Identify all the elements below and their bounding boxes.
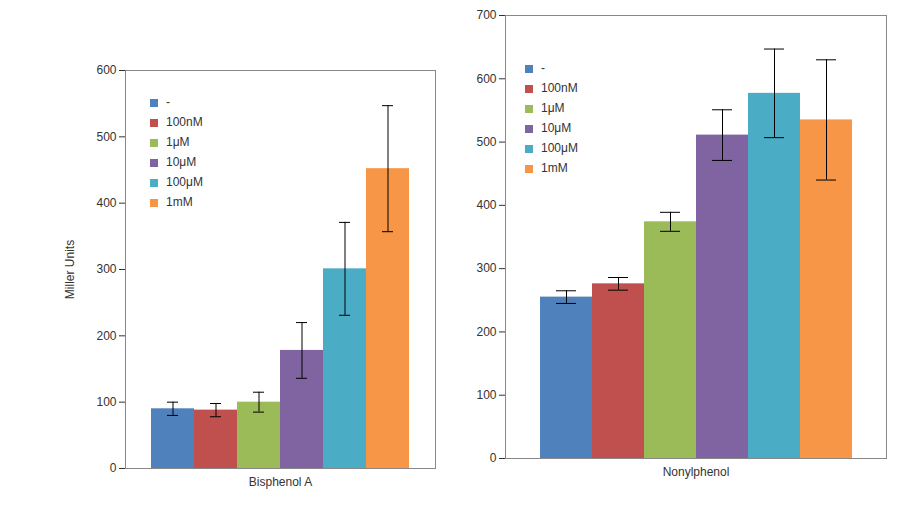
html-text:100nM: 100nM — [166, 115, 203, 129]
svg-text:400: 400 — [96, 196, 116, 210]
svg-text:Nonylphenol: Nonylphenol — [663, 465, 730, 479]
svg-text:Miller Units: Miller Units — [63, 240, 77, 299]
html-text:100μM: 100μM — [541, 141, 578, 155]
html-text:1mM: 1mM — [166, 195, 193, 209]
svg-text:0: 0 — [110, 461, 117, 475]
svg-text:200: 200 — [476, 325, 496, 339]
svg-text:500: 500 — [476, 135, 496, 149]
html-text:100nM: 100nM — [541, 81, 578, 95]
html-text:100μM: 100μM — [166, 175, 203, 189]
svg-text:300: 300 — [476, 261, 496, 275]
svg-text:400: 400 — [476, 198, 496, 212]
svg-text:500: 500 — [96, 130, 116, 144]
svg-text:600: 600 — [476, 72, 496, 86]
svg-text:0: 0 — [490, 451, 497, 465]
html-text:1μM: 1μM — [541, 101, 565, 115]
svg-text:600: 600 — [96, 63, 116, 77]
html-text:10μM: 10μM — [166, 155, 197, 169]
svg-text:700: 700 — [476, 8, 496, 22]
html-text:1μM: 1μM — [166, 135, 190, 149]
svg-text:Bisphenol A: Bisphenol A — [249, 475, 312, 489]
svg-text:100: 100 — [476, 388, 496, 402]
svg-text:300: 300 — [96, 262, 116, 276]
svg-text:200: 200 — [96, 329, 116, 343]
svg-text:100: 100 — [96, 395, 116, 409]
html-text:1mM: 1mM — [541, 161, 568, 175]
html-text:10μM: 10μM — [541, 121, 572, 135]
